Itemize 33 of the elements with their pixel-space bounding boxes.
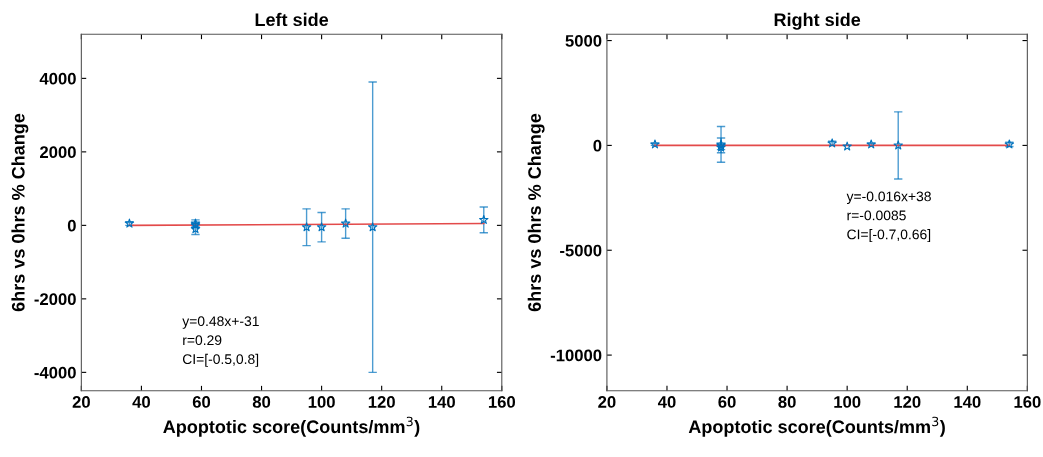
- x-tick-label: 20: [72, 396, 90, 408]
- chart-title: Right side: [774, 12, 861, 30]
- x-tick-label: 60: [192, 396, 211, 408]
- x-tick-label: 140: [954, 396, 981, 408]
- y-tick-label: 0: [593, 139, 602, 152]
- x-tick-label: 120: [368, 396, 395, 408]
- y-tick-label: 5000: [565, 34, 602, 47]
- annotation: y=-0.016x+38 r=-0.0085 CI=[-0.7,0.66]: [846, 191, 931, 243]
- x-tick-label: 80: [252, 396, 271, 408]
- x-tick-label: 140: [428, 396, 455, 408]
- x-tick-label: 60: [718, 396, 736, 408]
- y-tick-label: -4000: [34, 366, 76, 379]
- y-tick-label: 2000: [40, 146, 76, 159]
- y-tick-label: -5000: [560, 244, 602, 257]
- x-tick-label: 100: [308, 396, 335, 408]
- x-tick-label: 40: [132, 396, 150, 408]
- x-tick-label: 20: [598, 396, 616, 408]
- y-tick-label: 4000: [39, 72, 76, 85]
- y-tick-label: 0: [67, 219, 76, 232]
- x-tick-label: 160: [488, 396, 516, 408]
- x-tick-label: 40: [657, 396, 676, 408]
- y-tick-label: -2000: [34, 293, 76, 306]
- y-tick-label: -10000: [550, 349, 602, 362]
- annotation: y=0.48x+-31 r=0.29 CI=[-0.5,0.8]: [182, 316, 259, 367]
- x-tick-label: 120: [894, 396, 921, 408]
- x-axis-title: Apoptotic score(Counts/mm$^{3}$): [163, 416, 420, 437]
- y-axis-title: 6hrs vs 0hrs % Change: [11, 113, 29, 312]
- x-tick-label: 100: [834, 396, 861, 408]
- x-axis-title: Apoptotic score(Counts/mm$^{3}$): [688, 416, 945, 437]
- chart-title: Left side: [255, 12, 329, 27]
- x-tick-label: 160: [1014, 396, 1041, 408]
- x-tick-label: 80: [778, 396, 796, 408]
- y-axis-title: 6hrs vs 0hrs % Change: [527, 113, 545, 312]
